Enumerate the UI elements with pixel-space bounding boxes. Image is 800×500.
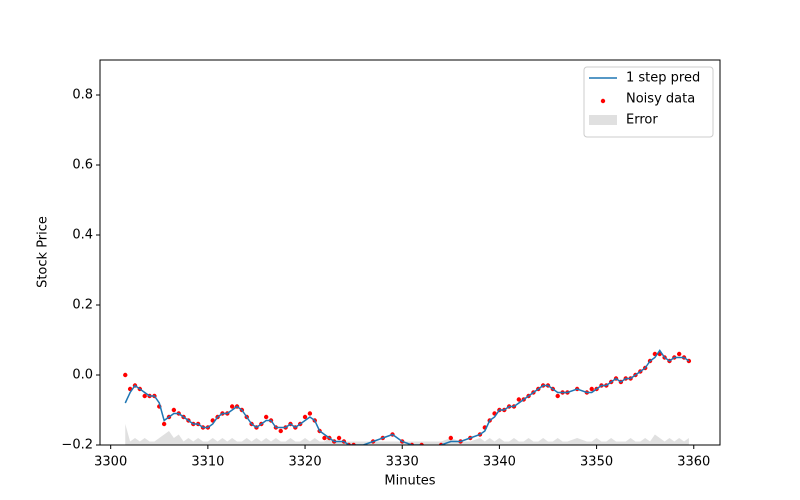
legend-label: Error [626, 113, 658, 128]
data-point [302, 414, 308, 420]
error-area [125, 424, 689, 445]
legend-label: 1 step pred [626, 71, 700, 86]
y-tick-label: 0.4 [72, 228, 93, 243]
x-tick-label: 3350 [580, 455, 613, 470]
x-tick-label: 3310 [191, 455, 224, 470]
data-point [171, 407, 177, 413]
x-tick-label: 3300 [94, 455, 127, 470]
data-point [589, 386, 594, 392]
data-point [322, 435, 327, 441]
data-point [307, 411, 313, 416]
y-tick-label: 0.2 [72, 298, 93, 313]
y-axis-label: Stock Price [36, 216, 51, 288]
data-point [336, 435, 342, 441]
x-tick-label: 3340 [483, 455, 516, 470]
data-point [555, 393, 560, 399]
data-point [263, 414, 269, 420]
x-tick-label: 3320 [289, 455, 322, 470]
y-tick-label: 0.8 [72, 88, 93, 103]
data-point [448, 435, 454, 441]
x-tick-label: 3330 [386, 455, 419, 470]
y-tick-label: −0.2 [61, 438, 93, 453]
y-tick-label: 0.6 [72, 158, 93, 173]
legend-label: Noisy data [626, 92, 695, 107]
x-axis-label: Minutes [384, 474, 435, 489]
data-point [229, 404, 235, 409]
x-tick-label: 3360 [677, 455, 710, 470]
y-tick-label: 0.0 [72, 368, 93, 383]
data-point [123, 372, 128, 378]
plot-area [123, 349, 692, 445]
data-point [161, 421, 167, 427]
legend-dot [600, 98, 606, 104]
plot-frame [99, 59, 721, 446]
data-point [516, 397, 522, 402]
prediction-line [124, 349, 690, 445]
data-point [278, 428, 283, 434]
data-point [142, 393, 147, 399]
data-point [676, 351, 682, 357]
legend-patch [589, 115, 617, 125]
